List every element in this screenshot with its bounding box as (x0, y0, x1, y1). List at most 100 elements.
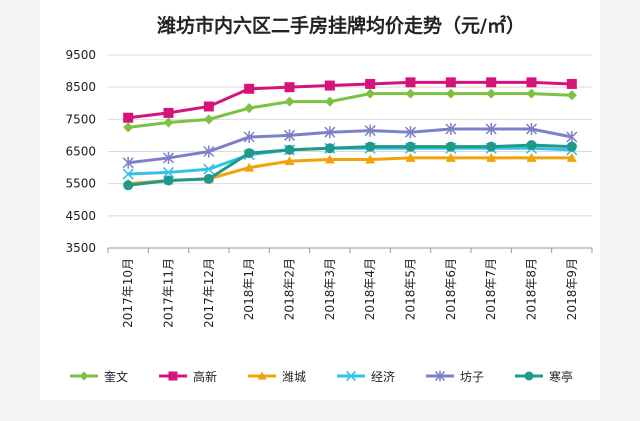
data-point (566, 131, 578, 144)
data-point (486, 152, 497, 162)
legend-label: 经济 (371, 369, 395, 384)
line-chart: 潍坊市内六区二手房挂牌均价走势（元/㎡） 3500 4500 5500 6500 750… (65, 14, 593, 384)
data-point (404, 126, 417, 139)
series-diamond (123, 88, 577, 133)
data-point (203, 114, 214, 125)
data-point (244, 148, 255, 159)
data-point (365, 141, 376, 152)
x-tick-label: 2017年12月 (202, 258, 216, 328)
data-point (365, 78, 376, 89)
x-tick-label: 2018年4月 (363, 258, 377, 320)
data-point (123, 122, 134, 133)
data-point (284, 82, 295, 93)
data-point (525, 122, 538, 135)
data-point (445, 122, 457, 135)
series-line (127, 92, 572, 129)
x-tick-label: 2018年9月 (565, 258, 579, 320)
data-point (324, 143, 335, 154)
data-point (284, 96, 295, 107)
series-line (127, 127, 573, 165)
data-point (123, 180, 134, 191)
legend-item[interactable]: 高新 (159, 369, 217, 384)
data-point (566, 78, 577, 89)
x-axis-ticks: 2017年10月 2017年11月 2017年12月 2018年1月 2018年2月 20… (107, 248, 593, 328)
data-point (162, 166, 175, 178)
gridlines (108, 54, 592, 249)
series-line (127, 143, 572, 187)
data-point (566, 90, 577, 101)
y-tick-label: 7500 (65, 112, 96, 126)
chart-card: 潍坊市内六区二手房挂牌均价走势（元/㎡） 3500 4500 5500 6500 750… (40, 0, 600, 400)
data-point (526, 77, 537, 88)
legend-label: 潍城 (282, 370, 306, 384)
legend-item[interactable]: 寒亭 (515, 369, 573, 384)
data-point (486, 141, 497, 152)
legend-marker (168, 371, 178, 381)
data-point (122, 168, 134, 180)
y-tick-label: 6500 (65, 145, 96, 159)
data-point (324, 80, 335, 91)
data-point (486, 77, 497, 88)
data-point (203, 163, 215, 175)
data-point (163, 175, 174, 186)
data-point (203, 101, 214, 112)
legend-marker (79, 371, 89, 381)
data-point (163, 107, 174, 118)
series-square (123, 77, 577, 123)
data-point (566, 152, 577, 162)
series-line (128, 146, 572, 176)
data-point (405, 152, 416, 162)
series-star (122, 122, 578, 169)
x-tick-label: 2018年5月 (404, 258, 418, 320)
data-point (405, 88, 416, 99)
legend: 奎文 高新 潍城 经济 坊子 寒亭 (70, 369, 573, 384)
data-point (283, 129, 296, 142)
data-point (445, 77, 456, 88)
legend-label: 坊子 (460, 369, 484, 384)
data-point (405, 141, 416, 152)
x-tick-label: 2018年1月 (242, 258, 256, 320)
data-point (445, 152, 456, 162)
legend-item[interactable]: 奎文 (70, 369, 128, 384)
data-point (324, 96, 335, 107)
data-point (123, 112, 134, 123)
x-tick-label: 2017年10月 (121, 258, 135, 328)
legend-label: 奎文 (104, 369, 128, 384)
data-point (445, 141, 456, 152)
data-point (485, 122, 497, 135)
data-point (243, 131, 255, 144)
legend-marker (257, 371, 267, 380)
data-point (566, 141, 577, 152)
data-point (163, 117, 174, 128)
legend-marker (345, 370, 357, 382)
data-point (284, 144, 295, 155)
legend-item[interactable]: 潍城 (248, 370, 306, 384)
data-point (405, 77, 416, 88)
series-layer (122, 77, 578, 191)
legend-label: 寒亭 (549, 369, 573, 384)
x-tick-label: 2018年2月 (283, 258, 297, 320)
y-tick-label: 8500 (65, 80, 96, 94)
data-point (203, 173, 214, 184)
data-point (162, 151, 175, 164)
y-tick-label: 4500 (65, 209, 96, 223)
data-point (486, 88, 497, 99)
x-tick-label: 2018年8月 (525, 258, 539, 320)
y-axis-ticks: 3500 4500 5500 6500 7500 8500 9500 (65, 48, 96, 255)
data-point (122, 156, 134, 169)
data-point (365, 154, 376, 164)
data-point (364, 124, 376, 137)
data-point (244, 162, 255, 172)
data-point (526, 152, 537, 162)
legend-marker (434, 370, 446, 382)
data-point (284, 156, 295, 166)
series-circle (123, 140, 577, 191)
data-point (526, 88, 537, 99)
x-tick-label: 2018年3月 (323, 258, 337, 320)
data-point (203, 145, 215, 158)
data-point (244, 103, 255, 114)
legend-item[interactable]: 坊子 (426, 369, 484, 384)
legend-item[interactable]: 经济 (337, 369, 395, 384)
y-tick-label: 9500 (65, 48, 96, 62)
legend-label: 高新 (193, 369, 217, 384)
